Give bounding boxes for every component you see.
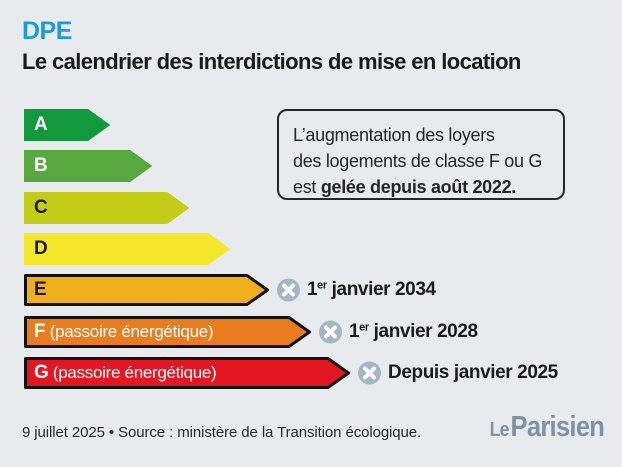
page-title: Le calendrier des interdictions de mise … [22, 49, 521, 74]
bar-label: D [34, 238, 48, 260]
ban-date: 1er janvier 2028 [349, 321, 478, 343]
bar-label: A [34, 114, 48, 136]
dpe-bar-f: F (passoire énergétique) 1er janvier 2028 [24, 316, 478, 348]
note-line-3: est [293, 177, 321, 197]
class-letter: B [34, 155, 48, 176]
bar-arrow-shape [24, 274, 269, 306]
ban-date: 1er janvier 2034 [307, 279, 436, 301]
bar-arrow-shape [24, 233, 230, 265]
logo-parisien: Parisien [510, 411, 604, 443]
source-caption: 9 juillet 2025 • Source : ministère de l… [22, 424, 422, 441]
bar-label: G (passoire énergétique) [34, 362, 217, 384]
logo-le: Le [489, 419, 509, 441]
crossed-circle-icon [319, 320, 342, 344]
bar-label: B [34, 155, 48, 177]
class-letter: C [34, 197, 48, 218]
dpe-bar-b: B [24, 150, 152, 182]
rent-freeze-note: L’augmentation des loyers des logements … [277, 109, 565, 200]
class-suffix: (passoire énergétique) [48, 363, 217, 382]
dpe-bar-g: G (passoire énergétique) Depuis janvier 2… [24, 357, 558, 389]
class-letter: A [34, 114, 48, 135]
ban-annotation: Depuis janvier 2025 [358, 361, 558, 385]
crossed-circle-icon [277, 278, 300, 302]
ban-annotation: 1er janvier 2034 [277, 278, 436, 302]
dpe-bar-c: C [24, 192, 189, 224]
bar-label: C [34, 197, 48, 219]
dpe-bar-e: E 1er janvier 2034 [24, 274, 436, 306]
bar-arrow-shape [24, 109, 110, 141]
class-letter: D [34, 238, 48, 259]
crossed-circle-icon [358, 361, 381, 385]
bar-arrow-shape [24, 150, 152, 182]
bar-arrow-shape [24, 357, 350, 389]
class-letter: E [34, 279, 47, 300]
bar-label: F (passoire énergétique) [34, 321, 214, 343]
note-line-2: des logements de classe F ou G [293, 151, 543, 171]
ban-annotation: 1er janvier 2028 [319, 320, 478, 344]
kicker: DPE [22, 17, 72, 45]
class-letter: G [34, 362, 49, 383]
note-line-3-bold: gelée depuis août 2022. [320, 177, 517, 197]
class-suffix: (passoire énergétique) [45, 322, 214, 341]
ban-date: Depuis janvier 2025 [388, 362, 558, 384]
bar-label: E [34, 279, 47, 301]
dpe-bar-a: A [24, 109, 110, 141]
le-parisien-logo: Le Parisien [489, 411, 604, 444]
dpe-bar-d: D [24, 233, 230, 265]
note-line-1: L’augmentation des loyers [293, 125, 495, 145]
bar-arrow-shape [24, 316, 311, 348]
bar-arrow-shape [24, 192, 189, 224]
class-letter: F [34, 321, 46, 342]
